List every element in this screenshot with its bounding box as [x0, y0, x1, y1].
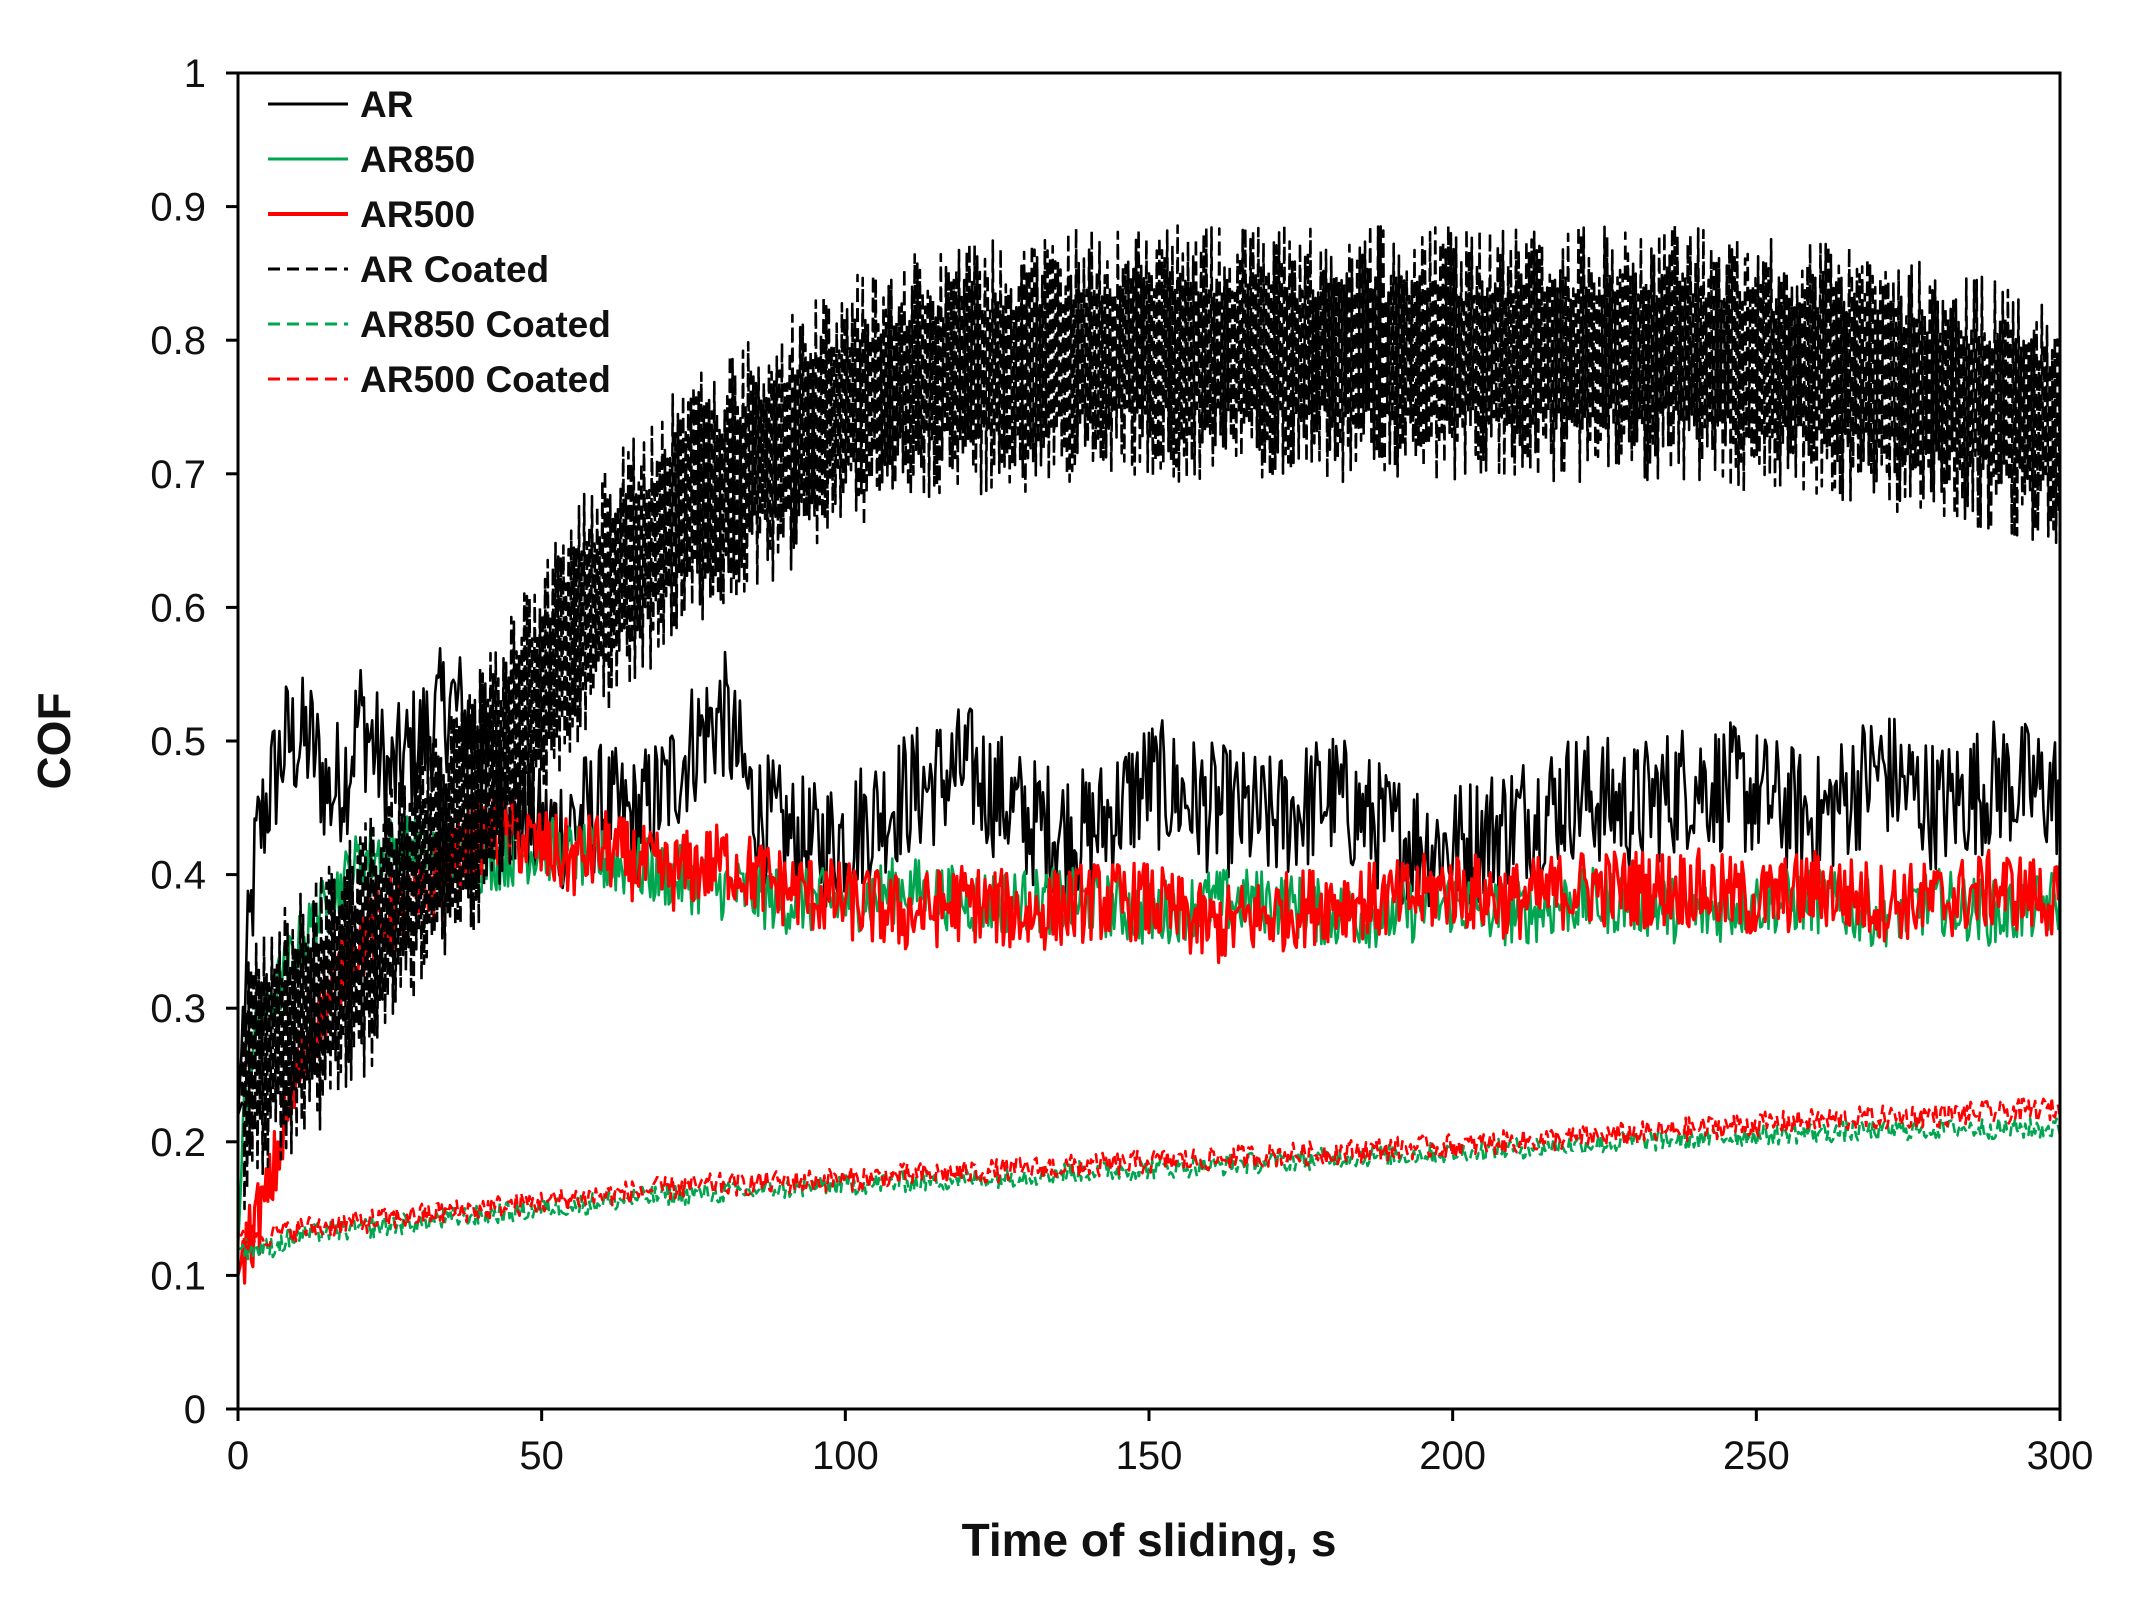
legend-item-ar850-coated: AR850 Coated [268, 304, 611, 345]
legend-item-ar850: AR850 [268, 139, 475, 180]
x-tick-label: 300 [2027, 1434, 2094, 1478]
y-tick-label: 1 [184, 52, 206, 96]
legend-label: AR850 Coated [360, 304, 611, 345]
series-line-ar500-coated [238, 1096, 2062, 1248]
legend-item-ar500-coated: AR500 Coated [268, 359, 611, 400]
y-tick-label: 0.1 [150, 1254, 206, 1298]
legend-item-ar-coated: AR Coated [268, 249, 549, 290]
legend-label: AR500 Coated [360, 359, 611, 400]
y-tick-label: 0.4 [150, 854, 206, 898]
legend: AR AR850 AR500 AR Coated AR850 Coated AR500 C… [268, 84, 611, 400]
legend-label: AR [360, 84, 413, 125]
series-line-ar-coated [236, 224, 2062, 1211]
series-layer [236, 224, 2062, 1285]
x-axis-title: Time of sliding, s [962, 1514, 1337, 1566]
x-tick-label: 200 [1419, 1434, 1486, 1478]
legend-item-ar: AR [268, 84, 413, 125]
y-tick-label: 0 [184, 1388, 206, 1432]
y-tick-label: 0.2 [150, 1121, 206, 1165]
legend-label: AR Coated [360, 249, 549, 290]
y-tick-label: 0.9 [150, 186, 206, 230]
x-tick-label: 0 [227, 1434, 249, 1478]
series-line-ar500 [236, 794, 2062, 1285]
y-tick-label: 0.6 [150, 586, 206, 630]
x-tick-label: 250 [1723, 1434, 1790, 1478]
legend-label: AR850 [360, 139, 475, 180]
series-line-ar850-coated [238, 1116, 2062, 1261]
y-axis-title: COF [28, 692, 80, 789]
y-tick-label: 0.5 [150, 720, 206, 764]
legend-item-ar500: AR500 [268, 194, 475, 235]
axis-ticks: 0 50 100 150 200 250 300 0 0.1 0.2 0.3 0.4 0.5 0.6 0.7… [150, 52, 2093, 1478]
y-tick-label: 0.7 [150, 453, 206, 497]
x-tick-label: 150 [1116, 1434, 1183, 1478]
x-tick-label: 100 [812, 1434, 879, 1478]
y-tick-label: 0.8 [150, 319, 206, 363]
x-tick-label: 50 [519, 1434, 564, 1478]
y-tick-label: 0.3 [150, 987, 206, 1031]
legend-label: AR500 [360, 194, 475, 235]
